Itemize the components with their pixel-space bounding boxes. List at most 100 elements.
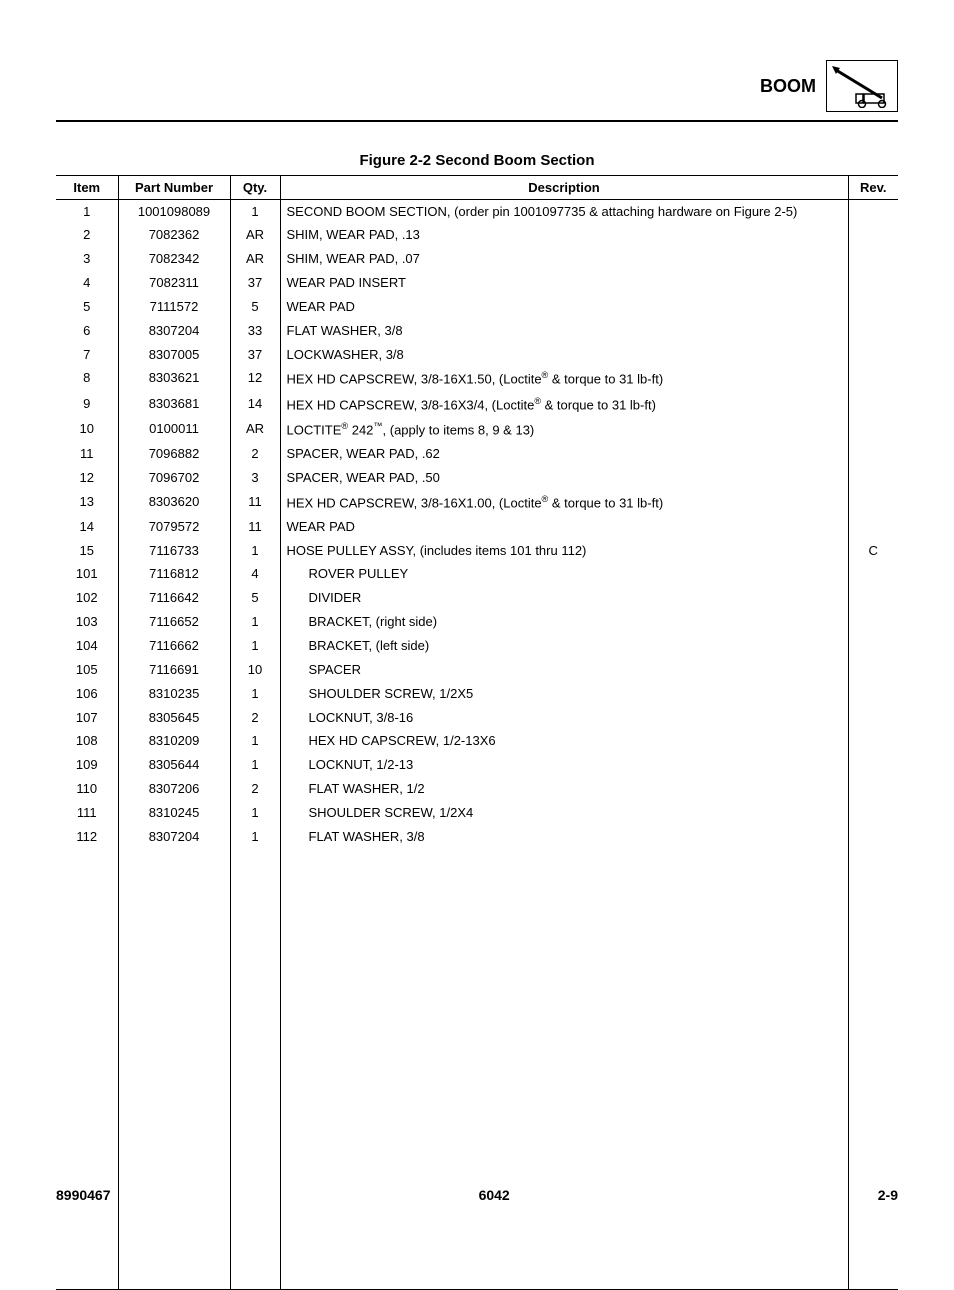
cell-item: 8 xyxy=(56,367,118,392)
page-footer: 8990467 6042 2-9 xyxy=(56,1187,898,1203)
cell-item: 4 xyxy=(56,272,118,296)
cell-qty: AR xyxy=(230,224,280,248)
table-row: 6830720433FLAT WASHER, 3/8 xyxy=(56,319,898,343)
cell-rev xyxy=(848,272,898,296)
table-row: 8830362112HEX HD CAPSCREW, 3/8-16X1.50, … xyxy=(56,367,898,392)
cell-item: 1 xyxy=(56,200,118,224)
cell-desc: SPACER xyxy=(280,658,848,682)
cell-desc: SHOULDER SCREW, 1/2X4 xyxy=(280,801,848,825)
cell-desc: HOSE PULLEY ASSY, (includes items 101 th… xyxy=(280,539,848,563)
cell-qty: 37 xyxy=(230,272,280,296)
cell-item: 109 xyxy=(56,754,118,778)
cell-part: 7082362 xyxy=(118,224,230,248)
cell-desc: HEX HD CAPSCREW, 3/8-16X1.00, (Loctite® … xyxy=(280,490,848,515)
cell-qty: 2 xyxy=(230,778,280,802)
cell-desc: SHIM, WEAR PAD, .13 xyxy=(280,224,848,248)
table-row: 10371166521BRACKET, (right side) xyxy=(56,611,898,635)
cell-part: 7116812 xyxy=(118,563,230,587)
table-row: 1270967023SPACER, WEAR PAD, .50 xyxy=(56,466,898,490)
cell-rev xyxy=(848,587,898,611)
cell-rev xyxy=(848,343,898,367)
cell-desc: ROVER PULLEY xyxy=(280,563,848,587)
cell-desc: WEAR PAD xyxy=(280,295,848,319)
cell-desc: FLAT WASHER, 3/8 xyxy=(280,319,848,343)
cell-rev xyxy=(848,248,898,272)
cell-rev xyxy=(848,367,898,392)
cell-rev xyxy=(848,442,898,466)
cell-rev xyxy=(848,515,898,539)
cell-rev xyxy=(848,825,898,849)
cell-qty: 1 xyxy=(230,200,280,224)
cell-rev xyxy=(848,730,898,754)
col-header-rev: Rev. xyxy=(848,176,898,200)
table-row: 10171168124ROVER PULLEY xyxy=(56,563,898,587)
col-header-desc: Description xyxy=(280,176,848,200)
cell-part: 8307005 xyxy=(118,343,230,367)
cell-item: 6 xyxy=(56,319,118,343)
cell-desc: SHIM, WEAR PAD, .07 xyxy=(280,248,848,272)
cell-item: 9 xyxy=(56,392,118,417)
cell-qty: 1 xyxy=(230,682,280,706)
cell-desc: HEX HD CAPSCREW, 1/2-13X6 xyxy=(280,730,848,754)
cell-desc: BRACKET, (left side) xyxy=(280,635,848,659)
cell-rev xyxy=(848,295,898,319)
cell-item: 7 xyxy=(56,343,118,367)
cell-part: 8303620 xyxy=(118,490,230,515)
cell-item: 111 xyxy=(56,801,118,825)
cell-rev xyxy=(848,801,898,825)
cell-qty: 14 xyxy=(230,392,280,417)
table-row: 7830700537LOCKWASHER, 3/8 xyxy=(56,343,898,367)
cell-part: 8310235 xyxy=(118,682,230,706)
cell-qty: 5 xyxy=(230,587,280,611)
cell-rev xyxy=(848,658,898,682)
table-row: 37082342ARSHIM, WEAR PAD, .07 xyxy=(56,248,898,272)
cell-qty: 1 xyxy=(230,730,280,754)
cell-part: 7116691 xyxy=(118,658,230,682)
table-row: 105711669110SPACER xyxy=(56,658,898,682)
cell-desc: FLAT WASHER, 1/2 xyxy=(280,778,848,802)
cell-qty: 1 xyxy=(230,754,280,778)
cell-rev xyxy=(848,611,898,635)
cell-part: 8310209 xyxy=(118,730,230,754)
cell-desc: SPACER, WEAR PAD, .50 xyxy=(280,466,848,490)
cell-rev xyxy=(848,490,898,515)
cell-rev xyxy=(848,754,898,778)
table-filler-row xyxy=(56,849,898,1289)
cell-part: 1001098089 xyxy=(118,200,230,224)
figure-caption: Figure 2-2 Second Boom Section xyxy=(56,152,898,169)
cell-desc: WEAR PAD xyxy=(280,515,848,539)
cell-qty: 1 xyxy=(230,801,280,825)
cell-rev xyxy=(848,706,898,730)
cell-part: 8307204 xyxy=(118,825,230,849)
page: BOOM Figure 2-2 Second Boom Section Item… xyxy=(0,0,954,1235)
cell-qty: 2 xyxy=(230,442,280,466)
cell-qty: 1 xyxy=(230,825,280,849)
parts-table: Item Part Number Qty. Description Rev. 1… xyxy=(56,175,898,1290)
cell-part: 7111572 xyxy=(118,295,230,319)
footer-left: 8990467 xyxy=(56,1187,111,1203)
cell-rev xyxy=(848,778,898,802)
cell-item: 101 xyxy=(56,563,118,587)
cell-part: 7116652 xyxy=(118,611,230,635)
cell-rev xyxy=(848,466,898,490)
cell-rev xyxy=(848,392,898,417)
cell-qty: AR xyxy=(230,248,280,272)
table-row: 10271166425DIVIDER xyxy=(56,587,898,611)
cell-part: 7082311 xyxy=(118,272,230,296)
cell-qty: 1 xyxy=(230,611,280,635)
cell-qty: 3 xyxy=(230,466,280,490)
cell-item: 106 xyxy=(56,682,118,706)
cell-part: 0100011 xyxy=(118,417,230,442)
cell-desc: BRACKET, (right side) xyxy=(280,611,848,635)
table-row: 571115725WEAR PAD xyxy=(56,295,898,319)
table-row: 11283072041FLAT WASHER, 3/8 xyxy=(56,825,898,849)
cell-desc: FLAT WASHER, 3/8 xyxy=(280,825,848,849)
cell-qty: 1 xyxy=(230,539,280,563)
cell-item: 3 xyxy=(56,248,118,272)
col-header-qty: Qty. xyxy=(230,176,280,200)
cell-item: 14 xyxy=(56,515,118,539)
table-row: 9830368114HEX HD CAPSCREW, 3/8-16X3/4, (… xyxy=(56,392,898,417)
cell-rev xyxy=(848,417,898,442)
cell-item: 15 xyxy=(56,539,118,563)
telehandler-boom-icon xyxy=(826,60,898,112)
